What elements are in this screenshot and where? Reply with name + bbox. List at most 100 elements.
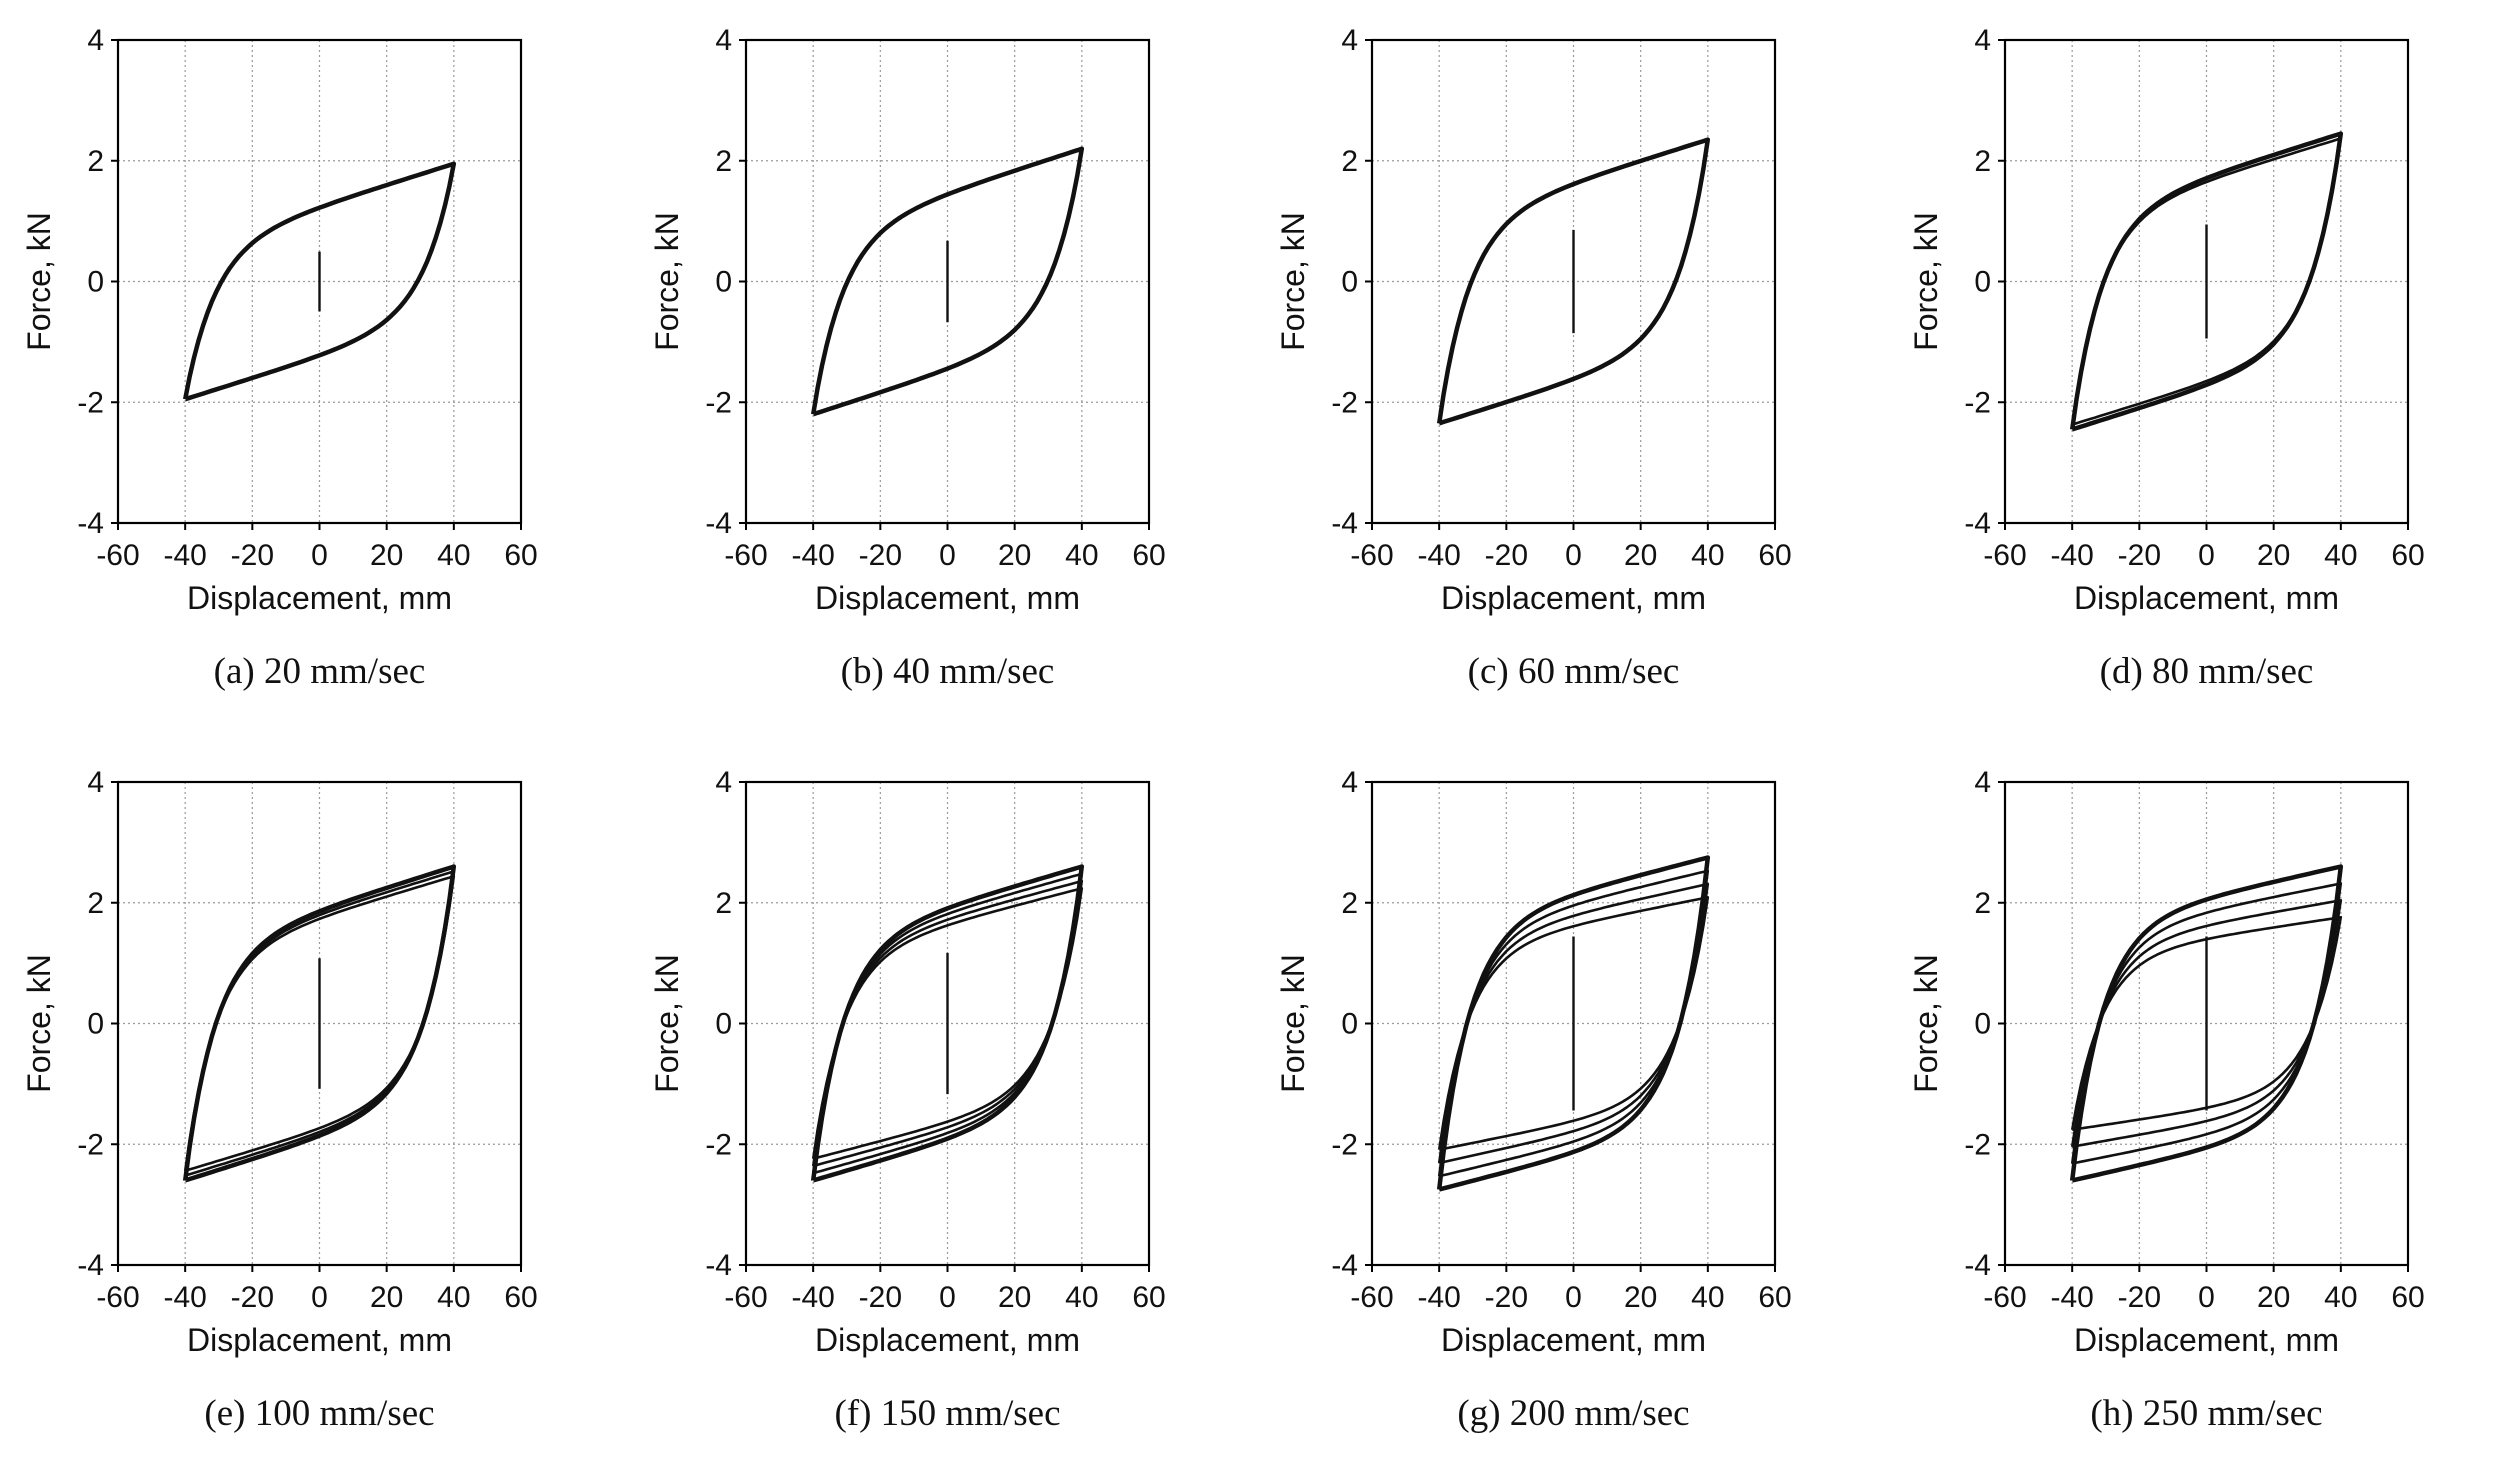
panel-caption: (g) 200 mm/sec — [1457, 1393, 1689, 1434]
x-tick-label: -40 — [163, 1281, 206, 1314]
hysteresis-loop — [2070, 915, 2343, 1131]
y-tick-label: -2 — [1331, 1128, 1358, 1161]
hysteresis-series — [1436, 137, 1711, 426]
y-tick-label: 4 — [715, 766, 732, 799]
panel-caption: (c) 60 mm/sec — [1468, 651, 1680, 692]
x-tick-label: 60 — [1758, 539, 1791, 572]
y-tick-label: 0 — [1341, 266, 1358, 299]
y-tick-label: -2 — [77, 386, 104, 419]
x-tick-label: -20 — [1485, 539, 1528, 572]
x-tick-label: -60 — [724, 1281, 767, 1314]
y-tick-label: 2 — [1974, 145, 1991, 178]
x-tick-label: -40 — [163, 539, 206, 572]
hysteresis-series — [2069, 131, 2344, 432]
hysteresis-loop — [811, 879, 1084, 1168]
y-tick-label: 2 — [87, 145, 104, 178]
x-tick-label: 0 — [1565, 539, 1582, 572]
y-tick-label: 2 — [87, 887, 104, 920]
y-tick-label: 0 — [1974, 266, 1991, 299]
y-tick-label: 4 — [87, 24, 104, 57]
y-tick-label: 0 — [1341, 1008, 1358, 1041]
x-tick-label: 20 — [998, 539, 1031, 572]
x-tick-label: 0 — [2198, 1281, 2215, 1314]
y-tick-label: -2 — [1964, 386, 1991, 419]
hysteresis-loop — [183, 874, 456, 1173]
x-tick-label: 60 — [1758, 1281, 1791, 1314]
hysteresis-loop — [2070, 898, 2343, 1148]
x-tick-label: -60 — [1350, 539, 1393, 572]
y-tick-label: -2 — [77, 1128, 104, 1161]
hysteresis-loop — [1436, 855, 1711, 1192]
hysteresis-loop — [2069, 864, 2344, 1183]
y-tick-label: -4 — [1331, 507, 1358, 540]
hysteresis-series — [810, 146, 1085, 417]
x-tick-label: 20 — [1624, 1281, 1657, 1314]
x-tick-label: -40 — [2050, 1281, 2093, 1314]
y-axis-label: Force, kN — [1275, 212, 1311, 351]
y-tick-label: -2 — [1964, 1128, 1991, 1161]
x-tick-label: 0 — [2198, 539, 2215, 572]
y-tick-label: -4 — [77, 507, 104, 540]
y-tick-label: 4 — [87, 766, 104, 799]
y-axis-label: Force, kN — [21, 212, 57, 351]
panel-caption: (h) 250 mm/sec — [2090, 1393, 2322, 1434]
x-tick-label: 20 — [2257, 539, 2290, 572]
y-tick-label: 4 — [715, 24, 732, 57]
hysteresis-series — [182, 161, 457, 402]
y-tick-label: -4 — [1964, 507, 1991, 540]
y-tick-label: -4 — [1964, 1249, 1991, 1282]
hysteresis-loop — [182, 161, 457, 402]
x-tick-label: -60 — [1983, 1281, 2026, 1314]
hysteresis-loop — [2070, 882, 2343, 1165]
x-tick-label: 40 — [437, 1281, 470, 1314]
x-tick-label: 20 — [370, 1281, 403, 1314]
hysteresis-series — [2069, 864, 2344, 1183]
y-tick-label: 0 — [715, 266, 732, 299]
x-tick-label: 40 — [2324, 539, 2357, 572]
hysteresis-series — [182, 864, 457, 1183]
y-tick-label: 4 — [1341, 766, 1358, 799]
y-axis-label: Force, kN — [649, 212, 685, 351]
x-tick-label: -40 — [2050, 539, 2093, 572]
y-axis-label: Force, kN — [1275, 954, 1311, 1093]
x-axis-label: Displacement, mm — [187, 580, 452, 616]
hysteresis-loop — [182, 864, 457, 1183]
hysteresis-loop — [1437, 882, 1710, 1165]
panel-caption: (f) 150 mm/sec — [834, 1393, 1060, 1434]
y-tick-label: 0 — [1974, 1008, 1991, 1041]
x-axis-label: Displacement, mm — [1441, 580, 1706, 616]
y-tick-label: -2 — [705, 1128, 732, 1161]
y-axis-label: Force, kN — [649, 954, 685, 1093]
x-tick-label: -20 — [859, 539, 902, 572]
x-tick-label: -40 — [791, 539, 834, 572]
hysteresis-loop — [811, 872, 1084, 1175]
x-tick-label: -60 — [1983, 539, 2026, 572]
x-tick-label: 0 — [1565, 1281, 1582, 1314]
x-tick-label: -20 — [2118, 539, 2161, 572]
x-tick-label: 0 — [311, 539, 328, 572]
hysteresis-loop — [1437, 895, 1710, 1151]
y-tick-label: 4 — [1341, 24, 1358, 57]
y-tick-label: -4 — [77, 1249, 104, 1282]
panel-caption: (b) 40 mm/sec — [841, 651, 1055, 692]
y-tick-label: 0 — [87, 1008, 104, 1041]
y-tick-label: 2 — [715, 887, 732, 920]
x-tick-label: 60 — [2391, 539, 2424, 572]
hysteresis-loop — [2070, 137, 2343, 426]
x-tick-label: -20 — [859, 1281, 902, 1314]
x-tick-label: -20 — [1485, 1281, 1528, 1314]
x-tick-label: 40 — [1691, 539, 1724, 572]
x-tick-label: 60 — [2391, 1281, 2424, 1314]
x-axis-label: Displacement, mm — [187, 1322, 452, 1358]
x-tick-label: -20 — [231, 539, 274, 572]
x-tick-label: 0 — [939, 1281, 956, 1314]
x-tick-label: 40 — [437, 539, 470, 572]
hysteresis-series — [1436, 855, 1711, 1192]
x-tick-label: 0 — [939, 539, 956, 572]
